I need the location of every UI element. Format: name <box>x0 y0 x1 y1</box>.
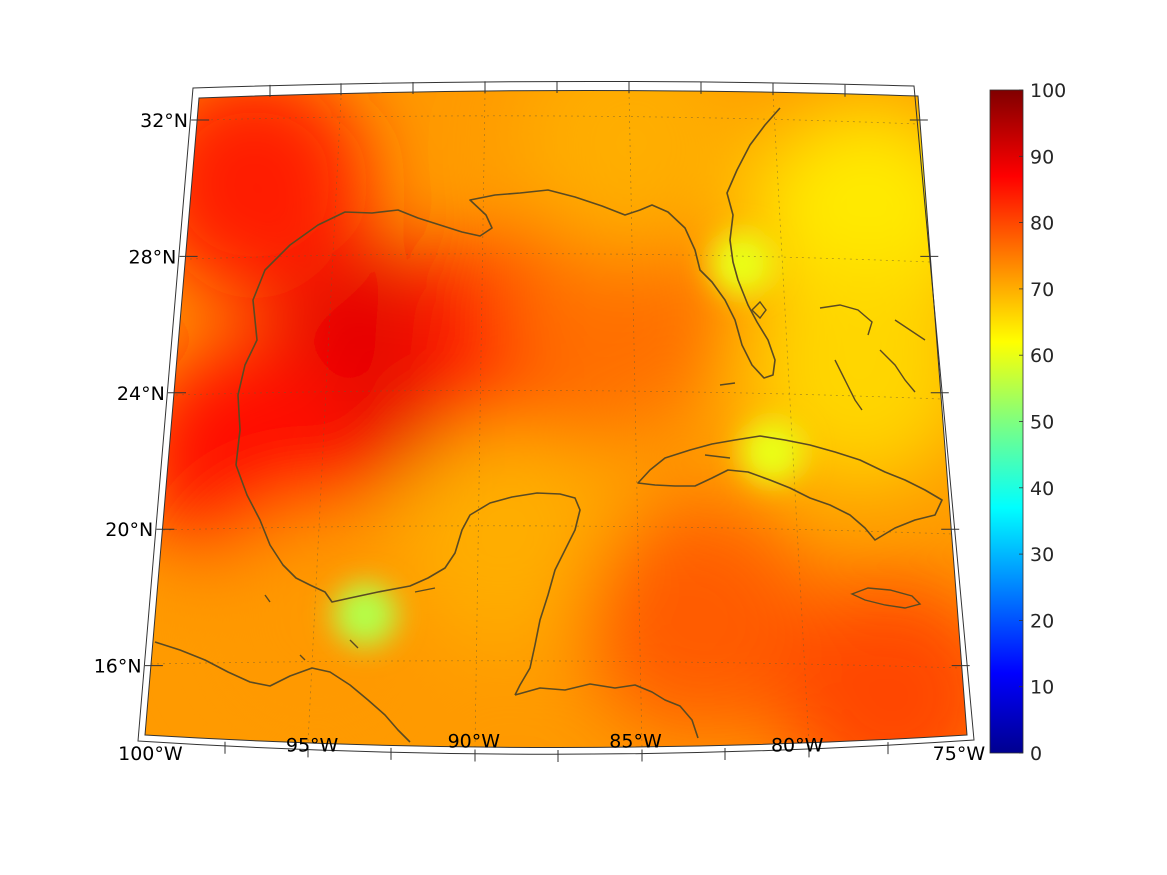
y-axis-labels: 32°N 28°N 24°N 20°N 16°N <box>94 110 188 678</box>
heat-region-caribbean <box>583 505 814 736</box>
colorbar-label: 30 <box>1030 544 1054 566</box>
y-tick-label: 16°N <box>94 656 142 678</box>
graticule <box>150 90 963 748</box>
us-gulf-coast <box>235 107 781 466</box>
heat-region-eastern-gulf <box>503 196 733 427</box>
x-tick-label: 90°W <box>448 731 501 753</box>
heat-region-yucatan <box>394 418 625 649</box>
colorbar-label: 20 <box>1030 610 1054 632</box>
y-tick-label: 32°N <box>140 110 188 132</box>
x-tick-label: 100°W <box>118 743 183 765</box>
map-frame <box>137 80 975 762</box>
colorbar-label: 0 <box>1030 743 1042 765</box>
colorbar-label: 50 <box>1030 412 1054 434</box>
jamaica-outline <box>850 587 922 609</box>
florida-lake <box>751 300 767 320</box>
small-islands <box>264 382 736 661</box>
x-tick-label: 95°W <box>286 735 339 757</box>
x-tick-label: 85°W <box>609 731 662 753</box>
heat-region-bahamas <box>744 256 967 487</box>
heat-region-lake-cluster <box>333 582 398 647</box>
colorbar-label: 100 <box>1030 80 1066 102</box>
colorbar: 0 10 20 30 40 50 60 70 80 90 100 <box>989 80 1066 765</box>
colorbar-label: 10 <box>1030 677 1054 699</box>
bahamas-outline <box>819 304 926 411</box>
heat-field <box>145 90 967 748</box>
colorbar-gradient <box>989 89 1024 754</box>
heat-region-south-caribbean <box>777 580 967 748</box>
heat-region-florida-peninsula <box>710 231 774 296</box>
cuba-outline <box>637 435 943 541</box>
x-axis-labels: 100°W 95°W 90°W 85°W 80°W 75°W <box>118 731 985 766</box>
colorbar-label: 40 <box>1030 478 1054 500</box>
colorbar-label: 90 <box>1030 146 1054 168</box>
central-america-coast <box>514 683 699 739</box>
mexico-coast <box>235 464 581 696</box>
heat-region-cuba <box>740 420 804 485</box>
y-tick-label: 24°N <box>117 383 165 405</box>
coastlines <box>154 107 943 743</box>
colorbar-label: 80 <box>1030 213 1054 235</box>
y-tick-label: 20°N <box>105 519 153 541</box>
heat-region-southeast-us <box>516 90 747 257</box>
colorbar-ticks: 0 10 20 30 40 50 60 70 80 90 100 <box>1019 80 1066 765</box>
x-tick-label: 75°W <box>933 743 986 765</box>
colorbar-label: 70 <box>1030 279 1054 301</box>
colorbar-label: 60 <box>1030 345 1054 367</box>
y-tick-label: 28°N <box>129 246 177 268</box>
pacific-coast <box>154 641 411 743</box>
heat-region-mexico-south <box>202 508 433 739</box>
x-tick-label: 80°W <box>771 735 824 757</box>
